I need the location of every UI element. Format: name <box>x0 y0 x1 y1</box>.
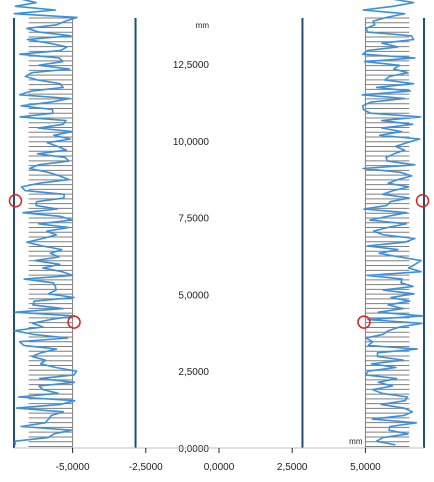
x-tick-label: 5,0000 <box>350 462 381 473</box>
profile-lines <box>13 0 424 446</box>
extreme-marker <box>67 315 81 329</box>
axis-layer: 0,0000 2,5000 5,0000 7,5000 10,0000 12,5000 mm… <box>14 21 424 473</box>
x-tick-label: -2,5000 <box>129 462 163 473</box>
extreme-marker <box>415 194 430 208</box>
marker-layer <box>8 194 430 329</box>
y-unit-label: mm <box>196 21 210 30</box>
x-unit-label: mm <box>349 437 363 446</box>
y-tick-label: 0,0000 <box>178 444 209 455</box>
x-tick-label: 0,0000 <box>204 462 235 473</box>
y-tick-label: 2,5000 <box>178 367 209 378</box>
extreme-marker <box>357 315 371 329</box>
boundary-lines <box>13 18 425 448</box>
profile-line-left <box>13 0 78 445</box>
y-tick-label: 12,5000 <box>173 60 210 71</box>
y-tick-label: 7,5000 <box>178 214 209 225</box>
extreme-marker <box>8 194 23 208</box>
hatch-layer <box>28 17 410 448</box>
x-tick-label: 2,5000 <box>277 462 308 473</box>
x-tick-label: -5,0000 <box>56 462 90 473</box>
profile-line-right <box>361 0 424 446</box>
y-tick-label: 10,0000 <box>173 137 210 148</box>
y-tick-label: 5,0000 <box>178 290 209 301</box>
